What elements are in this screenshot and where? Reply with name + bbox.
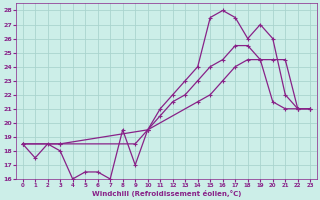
X-axis label: Windchill (Refroidissement éolien,°C): Windchill (Refroidissement éolien,°C) (92, 190, 241, 197)
